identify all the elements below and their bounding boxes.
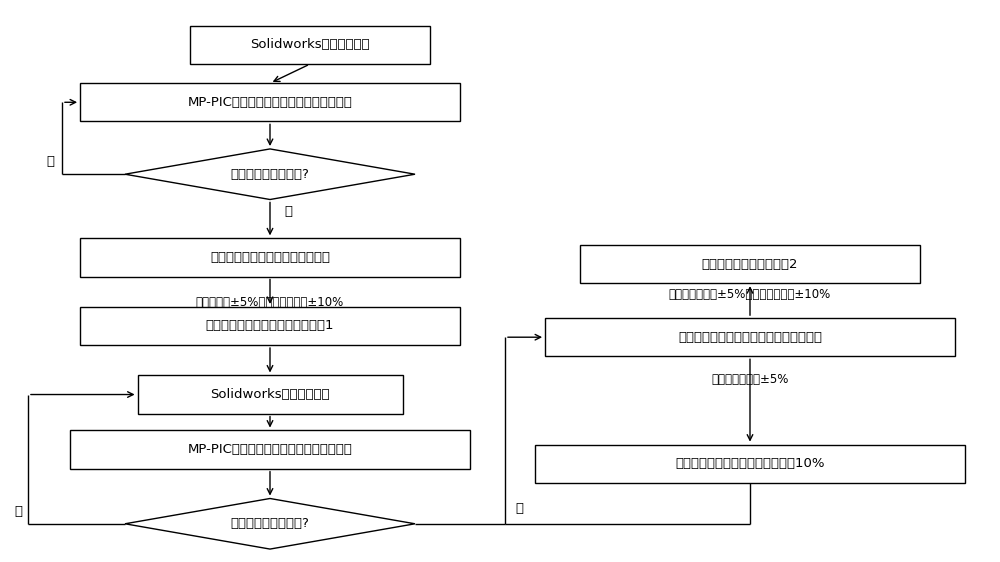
Bar [70, 430, 470, 469]
Text: 若煤粉压降高于±5%: 若煤粉压降高于±5% [711, 373, 789, 386]
Text: 在当前节流元件基础上增大或减少10%: 在当前节流元件基础上增大或减少10% [675, 457, 825, 470]
Text: 当压降高于±5%，煤粉浓度高于±10%: 当压降高于±5%，煤粉浓度高于±10% [196, 296, 344, 309]
Text: MP-PIC划分网格、初始化流场及边界条件: MP-PIC划分网格、初始化流场及边界条件 [188, 443, 352, 456]
Bar [80, 238, 460, 277]
Polygon shape [125, 149, 415, 200]
Bar [535, 445, 965, 483]
Text: 否: 否 [14, 505, 22, 518]
Text: 是: 是 [284, 205, 292, 219]
Text: 输出煤压降和出口煤粉浓度，以及其偏差: 输出煤压降和出口煤粉浓度，以及其偏差 [678, 330, 822, 344]
Text: 全流程满足收敛标准?: 全流程满足收敛标准? [231, 517, 309, 531]
Bar [138, 375, 402, 414]
Text: 结束，输出节流元件尺寸2: 结束，输出节流元件尺寸2 [702, 257, 798, 271]
Bar [580, 245, 920, 283]
Text: Solidworks构建几何模型: Solidworks构建几何模型 [210, 388, 330, 401]
Text: 输出压降和煤粉浓度，以及其偏差: 输出压降和煤粉浓度，以及其偏差 [210, 251, 330, 264]
Text: 若煤粉压降低于±5%，煤粉浓度低于±10%: 若煤粉压降低于±5%，煤粉浓度低于±10% [669, 288, 831, 301]
Text: Solidworks构建几何模型: Solidworks构建几何模型 [250, 38, 370, 52]
Bar [190, 26, 430, 64]
Text: 是: 是 [515, 501, 523, 515]
Text: 全流程满足收敛标准?: 全流程满足收敛标准? [231, 167, 309, 181]
Bar [80, 83, 460, 121]
Text: 否: 否 [46, 155, 54, 169]
Text: MP-PIC划分网格、初始化流场及边界条件: MP-PIC划分网格、初始化流场及边界条件 [188, 96, 352, 109]
Text: 结合经验公式，获得节流元件尺寸1: 结合经验公式，获得节流元件尺寸1 [206, 319, 334, 333]
Bar [545, 318, 955, 356]
Bar [80, 307, 460, 345]
Polygon shape [125, 498, 415, 549]
